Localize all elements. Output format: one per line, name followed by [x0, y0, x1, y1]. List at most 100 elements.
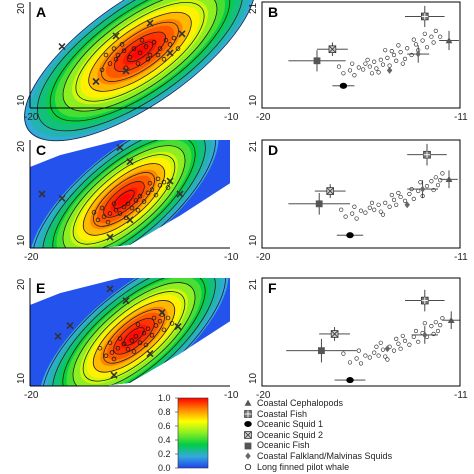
group-marker-x — [116, 143, 124, 152]
whale-point — [354, 356, 359, 361]
whale-point — [422, 31, 427, 36]
legend-item: Oceanic Squid 2 — [242, 430, 470, 441]
whale-point — [396, 43, 401, 48]
whale-point — [163, 37, 169, 43]
whale-point — [131, 46, 137, 51]
whale-point — [143, 342, 149, 348]
error-point — [384, 345, 391, 353]
panel-label: D — [268, 142, 278, 158]
whale-point — [165, 315, 171, 321]
whale-point — [111, 46, 117, 51]
panel-label: C — [36, 142, 46, 158]
error-point — [407, 143, 447, 166]
contour-line — [49, 0, 231, 122]
whale-point — [391, 52, 397, 58]
x-tick-label: -20 — [256, 390, 271, 401]
plot-frame — [261, 1, 461, 109]
contour-line — [113, 190, 135, 209]
density-field — [30, 140, 230, 248]
whale-point — [113, 207, 119, 213]
whale-point — [413, 328, 419, 334]
whale-point — [151, 315, 157, 321]
contour-line — [42, 140, 206, 248]
contour-line — [62, 0, 218, 112]
whale-point — [369, 200, 375, 205]
whale-point — [383, 200, 388, 205]
error-point — [317, 42, 348, 56]
whale-point — [385, 55, 390, 60]
whale-point — [424, 184, 430, 189]
whale-point — [407, 342, 412, 347]
whale-point — [429, 324, 434, 329]
contour-line — [72, 282, 196, 386]
whale-point — [389, 49, 394, 54]
legend-item-label: Oceanic Squid 2 — [257, 429, 324, 440]
group-marker-x — [58, 194, 66, 202]
colorbar: 1.0 0.8 0.6 0.4 0.2 0.0 — [158, 393, 209, 473]
whale-point — [372, 59, 377, 64]
group-marker-x — [54, 332, 62, 340]
whale-point — [153, 323, 159, 328]
whale-point — [391, 348, 397, 353]
group-marker-x — [174, 323, 182, 331]
whale-point — [149, 332, 155, 338]
contour-line — [82, 291, 186, 382]
whale-point — [157, 46, 163, 51]
whale-point — [157, 318, 163, 324]
whale-point — [391, 197, 397, 202]
legend-item-label: Coastal Fish — [257, 408, 308, 419]
whale-point — [407, 191, 412, 197]
contour-line — [37, 0, 243, 132]
legend-item-label: Oceanic Squid 1 — [257, 419, 324, 430]
whale-point — [139, 37, 145, 43]
contour-line — [113, 31, 167, 72]
whale-point — [383, 48, 388, 53]
whale-point — [107, 211, 113, 216]
whale-point — [153, 192, 159, 198]
group-marker-x — [122, 297, 130, 305]
error-point — [336, 232, 364, 239]
error-point — [440, 170, 458, 189]
group-marker-x — [146, 19, 154, 27]
whale-point — [389, 192, 394, 198]
legend-item: Coastal Cephalopods — [242, 398, 470, 409]
whale-point — [374, 66, 379, 71]
whale-point — [402, 338, 408, 343]
error-point — [286, 338, 357, 363]
whale-point — [121, 48, 127, 54]
whale-point — [350, 211, 355, 216]
whale-point — [376, 202, 381, 207]
y-tick-label: 20 — [16, 140, 27, 152]
whale-point — [396, 341, 401, 346]
contour-line — [62, 278, 206, 386]
legend-item: Long finned pilot whale — [242, 462, 470, 473]
group-marker-x — [158, 308, 166, 317]
whale-point — [433, 320, 438, 325]
whale-point — [416, 188, 421, 194]
whale-point — [149, 187, 155, 192]
group-marker-x — [106, 233, 114, 241]
whale-point — [398, 346, 403, 351]
y-tick-label: 10 — [16, 372, 27, 384]
whale-point — [145, 326, 151, 332]
x-tick-label: -11 — [454, 252, 468, 263]
whale-point — [378, 57, 383, 62]
legend-item: Oceanic Squid 1 — [242, 419, 470, 430]
whale-point — [95, 217, 101, 223]
whale-point — [372, 350, 377, 355]
whale-point — [352, 204, 357, 209]
whale-point — [424, 45, 430, 50]
whale-point — [99, 67, 105, 73]
whale-point — [383, 354, 388, 359]
contour-line — [93, 172, 155, 227]
whale-point — [161, 56, 167, 62]
whale-point — [418, 180, 423, 185]
whale-point — [356, 348, 361, 353]
whale-point — [378, 340, 383, 345]
whale-point — [361, 67, 366, 72]
x-tick-label: -10 — [224, 112, 239, 123]
contour-line — [101, 21, 179, 82]
group-marker-x — [112, 32, 120, 40]
group-marker-x — [176, 190, 184, 198]
